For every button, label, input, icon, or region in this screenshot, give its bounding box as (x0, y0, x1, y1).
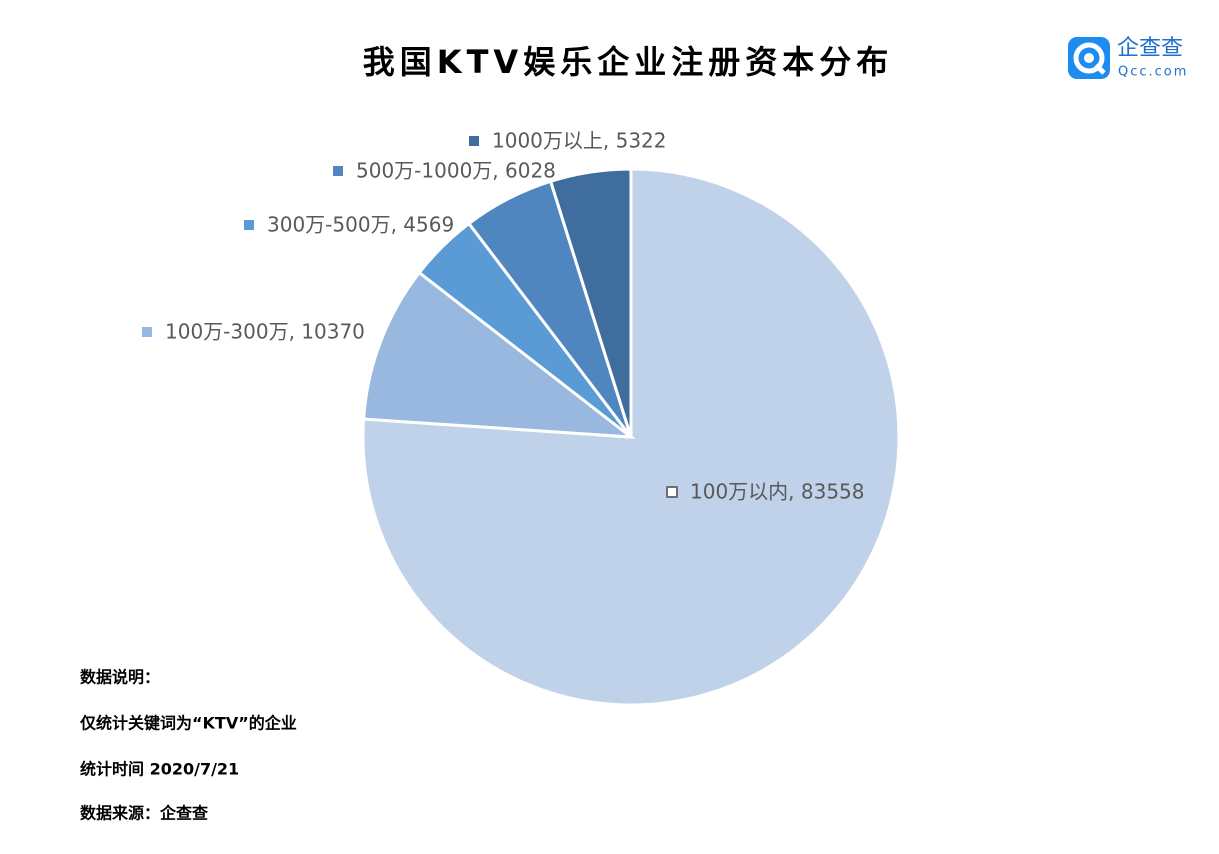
data-label: 300万-500万, 4569 (267, 213, 454, 237)
data-label: 500万-1000万, 6028 (356, 159, 556, 183)
label-marker (142, 327, 152, 337)
note: 仅统计关键词为“KTV”的企业 (79, 714, 297, 733)
logo-ring (1073, 42, 1105, 74)
label-marker (244, 220, 254, 230)
pie-slice (548, 167, 633, 438)
data-label: 1000万以上, 5322 (492, 129, 667, 153)
pie: 100万以内, 83558 100万-300万, 10370 300万-500万, … (142, 129, 901, 707)
data-label: 100万以内, 83558 (690, 480, 865, 504)
logo-domain: Qcc.com (1118, 65, 1188, 80)
label-marker (666, 486, 678, 498)
label-marker (469, 136, 479, 146)
data-label: 100万-300万, 10370 (165, 320, 365, 344)
label-marker (333, 166, 343, 176)
pie-slice (362, 270, 636, 439)
note: 统计时间 2020/7/21 (80, 760, 239, 779)
chart-title: 我国KTV娱乐企业注册资本分布 (363, 43, 893, 81)
note: 数据说明： (80, 668, 160, 687)
note: 数据来源：企查查 (80, 804, 208, 823)
logo-name: 企查查 (1117, 36, 1183, 61)
logo-tail (1094, 63, 1106, 75)
logo: 企查查 Qcc.com (1068, 36, 1188, 80)
logo-dot (1084, 53, 1094, 63)
